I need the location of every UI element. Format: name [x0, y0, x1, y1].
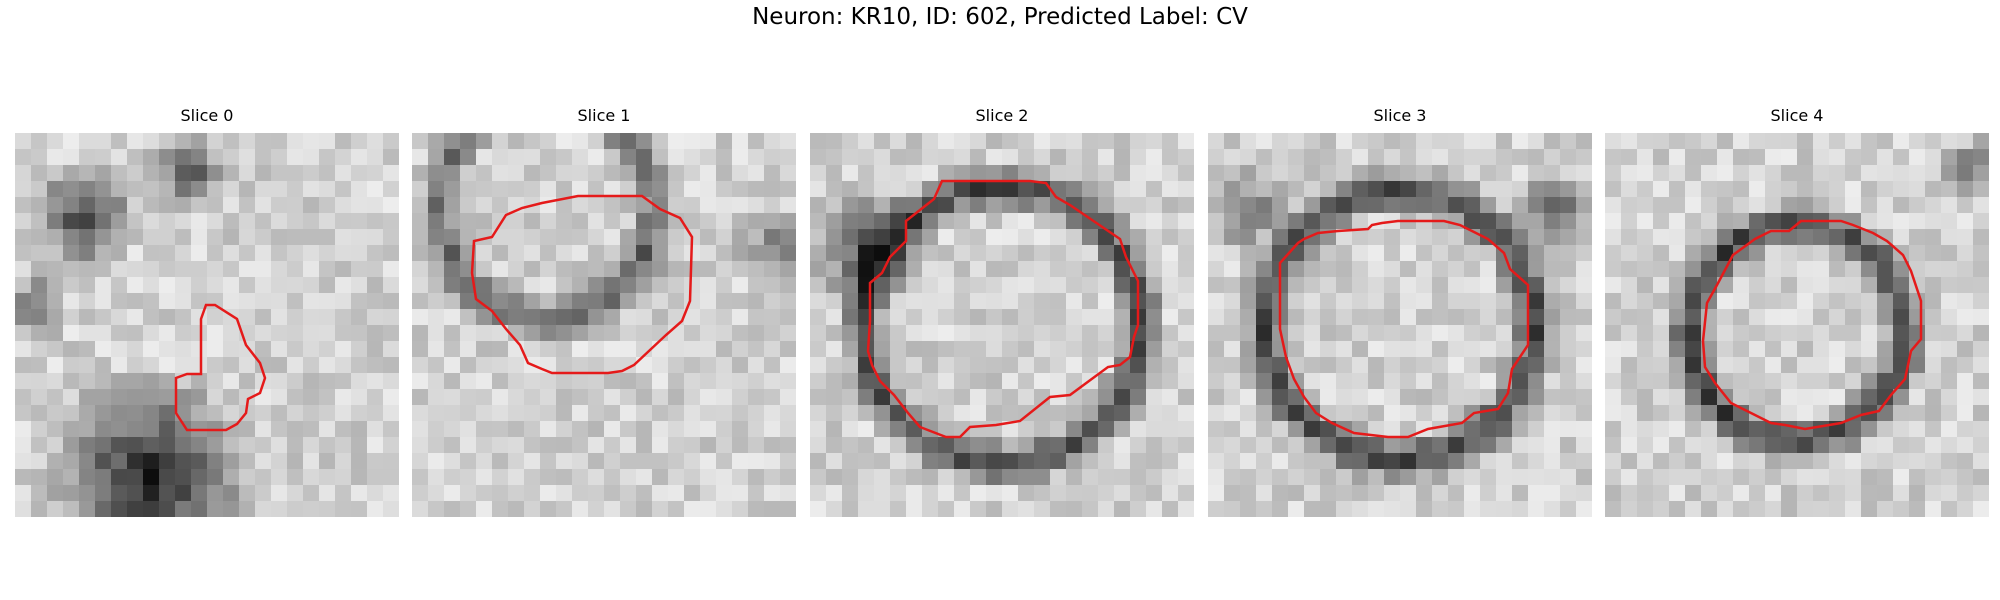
roi-contour — [1701, 219, 1923, 431]
slice-image — [1605, 133, 1989, 517]
slice-title: Slice 2 — [975, 106, 1029, 125]
slice-title: Slice 1 — [577, 106, 631, 125]
roi-contour — [174, 303, 267, 432]
figure-title: Neuron: KR10, ID: 602, Predicted Label: … — [752, 4, 1248, 30]
roi-contour — [470, 194, 694, 375]
slice-image — [810, 133, 1194, 517]
slice-title: Slice 3 — [1373, 106, 1427, 125]
slice-image — [15, 133, 399, 517]
roi-contour — [866, 179, 1140, 439]
slice-title: Slice 4 — [1770, 106, 1824, 125]
slice-image — [412, 133, 796, 517]
slice-image — [1208, 133, 1592, 517]
slice-title: Slice 0 — [180, 106, 234, 125]
roi-contour — [1278, 219, 1530, 439]
